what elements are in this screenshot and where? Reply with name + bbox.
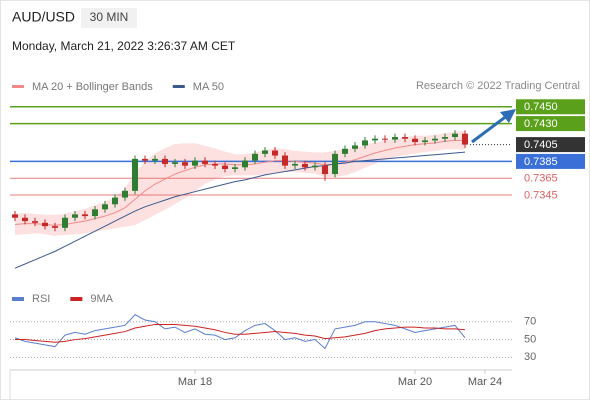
- candle-body: [82, 214, 88, 217]
- candle-body: [282, 155, 288, 166]
- x-tick-label: Mar 18: [178, 376, 212, 388]
- level-label: 0.7450: [524, 101, 558, 113]
- candle-body: [12, 214, 18, 218]
- candle-body: [452, 133, 458, 138]
- candle-body: [262, 150, 268, 154]
- legend-swatch: [172, 85, 185, 88]
- candle-body: [362, 140, 368, 146]
- y-tick-label: 70: [524, 316, 536, 328]
- candle-body: [62, 217, 68, 228]
- level-label: 0.7405: [524, 139, 558, 151]
- bollinger-band: [15, 131, 465, 236]
- symbol: AUD/USD: [12, 9, 75, 25]
- legend-label: MA 50: [193, 81, 224, 93]
- candle-body: [352, 145, 358, 149]
- level-box: [516, 153, 585, 169]
- copyright: Research © 2022 Trading Central: [416, 80, 580, 92]
- rsi-line: [15, 323, 466, 343]
- candle-body: [422, 140, 428, 143]
- candle-body: [42, 222, 48, 227]
- x-tick-label: Mar 24: [468, 376, 502, 388]
- legend-swatch: [12, 85, 24, 88]
- rsi-panel: 70 50 30 Mar 18 Mar 20 Mar 24 RSI 9MA: [10, 293, 536, 388]
- candle-body: [22, 217, 28, 222]
- candle-body: [332, 153, 338, 175]
- candle-body: [412, 138, 418, 143]
- candle-body: [442, 137, 448, 139]
- candle-body: [152, 158, 158, 161]
- candle-body: [202, 160, 208, 164]
- candle-body: [212, 163, 218, 166]
- candle-body: [142, 158, 148, 161]
- candle-body: [252, 153, 258, 161]
- candle-body: [432, 138, 438, 141]
- level-label: 0.7430: [524, 118, 558, 130]
- candle-body: [162, 158, 168, 164]
- candle-body: [302, 163, 308, 168]
- legend-label: RSI: [32, 293, 50, 305]
- candle-body: [322, 165, 328, 175]
- candle-body: [222, 165, 228, 169]
- timeframe: 30 MIN: [90, 10, 129, 24]
- candle-body: [402, 137, 408, 139]
- legend-swatch: [70, 297, 83, 301]
- level-label: 0.7385: [524, 156, 558, 168]
- candle-body: [192, 160, 198, 166]
- level-label: 0.7345: [524, 189, 558, 201]
- legend-label: MA 20 + Bollinger Bands: [32, 81, 153, 93]
- level-box: [516, 116, 585, 132]
- candle-body: [392, 137, 398, 140]
- candle-body: [122, 190, 128, 198]
- y-tick-label: 30: [524, 351, 536, 363]
- moving-average: [14, 151, 466, 269]
- level-label: 0.7365: [524, 173, 558, 185]
- y-tick-label: 50: [524, 333, 536, 345]
- level-box: [516, 99, 585, 115]
- price-panel: 0.7450 0.7430 0.7405 0.7385 0.7365 0.7345 MA 2…: [10, 81, 585, 269]
- candle-body: [232, 167, 238, 169]
- moving-average: [14, 139, 465, 226]
- candle-body: [172, 162, 178, 164]
- candle-body: [182, 162, 188, 166]
- candle-body: [102, 204, 108, 210]
- candle-body: [52, 226, 58, 228]
- candle-body: [462, 133, 468, 145]
- candle-body: [92, 209, 98, 217]
- candle-body: [382, 138, 388, 140]
- candle-body: [32, 221, 38, 223]
- legend-label: 9MA: [90, 293, 113, 305]
- trend-arrow: [471, 109, 516, 144]
- candle-body: [242, 160, 248, 168]
- bollinger-upper: [14, 130, 466, 216]
- candle-body: [112, 197, 118, 205]
- level-box: [516, 137, 585, 153]
- candle-body: [372, 138, 378, 141]
- candle-body: [272, 150, 278, 156]
- legend-swatch: [12, 297, 24, 301]
- candle-body: [312, 165, 318, 168]
- candle-body: [132, 158, 138, 191]
- x-tick-label: Mar 20: [398, 376, 432, 388]
- timeframe-box: [81, 8, 137, 28]
- candle-body: [342, 148, 348, 154]
- candle-body: [72, 214, 78, 218]
- timestamp: Monday, March 21, 2022 3:26:37 AM CET: [12, 39, 236, 53]
- candle-body: [292, 163, 298, 166]
